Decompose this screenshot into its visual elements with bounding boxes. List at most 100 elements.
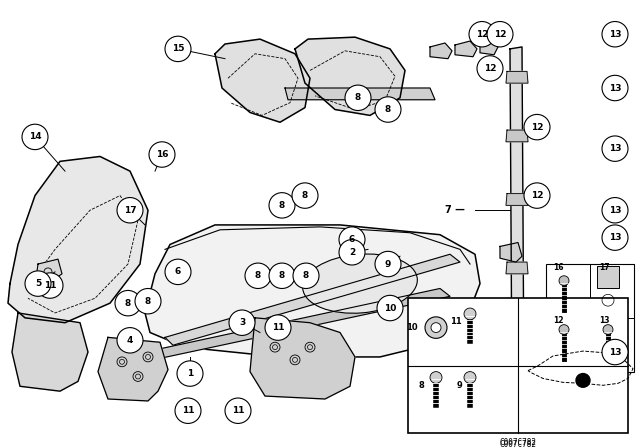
Text: 7 —: 7 — bbox=[445, 205, 465, 215]
Circle shape bbox=[229, 310, 255, 336]
Text: 2: 2 bbox=[349, 248, 355, 257]
Polygon shape bbox=[145, 225, 480, 357]
Circle shape bbox=[477, 56, 503, 81]
Text: 8: 8 bbox=[302, 191, 308, 200]
Text: 11: 11 bbox=[451, 317, 462, 326]
Text: 8: 8 bbox=[255, 271, 261, 280]
Circle shape bbox=[339, 240, 365, 265]
Text: 13: 13 bbox=[609, 83, 621, 93]
Polygon shape bbox=[8, 156, 148, 323]
Circle shape bbox=[559, 325, 569, 335]
Text: 1: 1 bbox=[187, 369, 193, 378]
Text: 13: 13 bbox=[609, 348, 621, 357]
Bar bbox=[546, 264, 634, 371]
Ellipse shape bbox=[303, 254, 417, 313]
Text: 16: 16 bbox=[156, 150, 168, 159]
Text: 11: 11 bbox=[272, 323, 284, 332]
Circle shape bbox=[293, 263, 319, 289]
Text: 17: 17 bbox=[598, 263, 609, 272]
Polygon shape bbox=[285, 88, 435, 100]
Circle shape bbox=[524, 183, 550, 208]
Circle shape bbox=[431, 323, 441, 332]
Circle shape bbox=[425, 317, 447, 338]
Circle shape bbox=[524, 114, 550, 140]
Circle shape bbox=[245, 263, 271, 289]
Text: 11: 11 bbox=[182, 406, 195, 415]
Text: 14: 14 bbox=[29, 133, 42, 142]
Polygon shape bbox=[430, 43, 452, 59]
Circle shape bbox=[602, 198, 628, 223]
Circle shape bbox=[292, 183, 318, 208]
Text: 11: 11 bbox=[44, 281, 56, 290]
Text: 8: 8 bbox=[303, 271, 309, 280]
Circle shape bbox=[559, 276, 569, 285]
Text: 15: 15 bbox=[172, 44, 184, 53]
Polygon shape bbox=[165, 254, 460, 345]
Text: 8: 8 bbox=[145, 297, 151, 306]
Polygon shape bbox=[506, 262, 528, 274]
Circle shape bbox=[225, 398, 251, 423]
Circle shape bbox=[22, 124, 48, 150]
Text: 17: 17 bbox=[124, 206, 136, 215]
Polygon shape bbox=[12, 313, 88, 391]
Polygon shape bbox=[500, 242, 522, 262]
Circle shape bbox=[602, 339, 628, 365]
Circle shape bbox=[25, 271, 51, 296]
Text: 12: 12 bbox=[531, 123, 543, 132]
Text: 13: 13 bbox=[609, 206, 621, 215]
Polygon shape bbox=[250, 318, 355, 399]
Polygon shape bbox=[506, 71, 528, 83]
Circle shape bbox=[469, 22, 495, 47]
Circle shape bbox=[149, 142, 175, 167]
Text: 9: 9 bbox=[385, 259, 391, 268]
Text: 10: 10 bbox=[384, 304, 396, 313]
Circle shape bbox=[269, 193, 295, 218]
Text: C007C782: C007C782 bbox=[499, 439, 536, 448]
Text: 11: 11 bbox=[232, 406, 244, 415]
Circle shape bbox=[117, 327, 143, 353]
Text: 10: 10 bbox=[406, 323, 418, 332]
Circle shape bbox=[487, 22, 513, 47]
Text: 8: 8 bbox=[125, 299, 131, 308]
Text: 6: 6 bbox=[349, 235, 355, 244]
Circle shape bbox=[265, 315, 291, 340]
Circle shape bbox=[345, 85, 371, 111]
Circle shape bbox=[430, 371, 442, 383]
Text: 12: 12 bbox=[531, 191, 543, 200]
Text: 13: 13 bbox=[609, 233, 621, 242]
Polygon shape bbox=[480, 39, 498, 55]
Text: 8: 8 bbox=[419, 381, 424, 390]
Text: 5: 5 bbox=[35, 279, 41, 288]
Text: 4: 4 bbox=[127, 336, 133, 345]
Polygon shape bbox=[510, 47, 524, 393]
Circle shape bbox=[603, 325, 613, 335]
Circle shape bbox=[602, 22, 628, 47]
Text: 8: 8 bbox=[279, 271, 285, 280]
Polygon shape bbox=[506, 130, 528, 142]
Circle shape bbox=[135, 289, 161, 314]
Text: 13: 13 bbox=[599, 316, 609, 325]
Circle shape bbox=[375, 251, 401, 277]
Circle shape bbox=[602, 136, 628, 161]
Text: 3: 3 bbox=[239, 318, 245, 327]
Circle shape bbox=[339, 227, 365, 252]
Circle shape bbox=[117, 198, 143, 223]
Polygon shape bbox=[295, 37, 405, 116]
Circle shape bbox=[175, 398, 201, 423]
Circle shape bbox=[269, 263, 295, 289]
Polygon shape bbox=[506, 365, 528, 376]
Circle shape bbox=[576, 374, 590, 387]
Polygon shape bbox=[36, 259, 62, 284]
Bar bbox=[597, 266, 619, 288]
Text: 12: 12 bbox=[476, 30, 488, 39]
Text: 8: 8 bbox=[355, 93, 361, 102]
Bar bbox=[408, 298, 628, 433]
Polygon shape bbox=[145, 289, 450, 360]
Text: 12: 12 bbox=[553, 316, 563, 325]
Polygon shape bbox=[506, 194, 528, 205]
Circle shape bbox=[602, 225, 628, 250]
Circle shape bbox=[377, 295, 403, 321]
Text: 12: 12 bbox=[493, 30, 506, 39]
Text: 16: 16 bbox=[553, 263, 563, 272]
Text: 8: 8 bbox=[385, 105, 391, 114]
